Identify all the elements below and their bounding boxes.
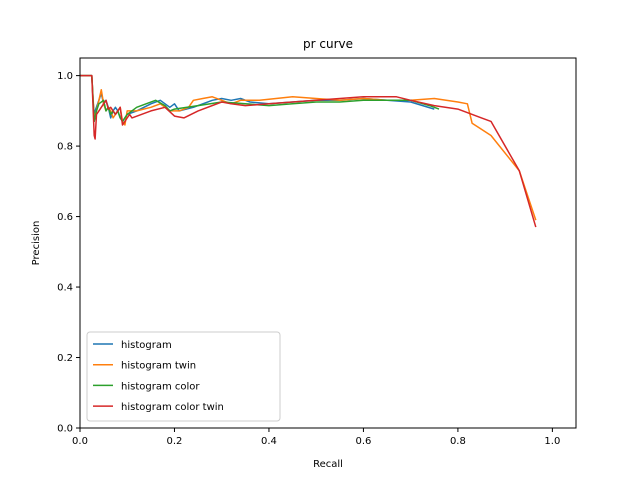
y-axis: 0.0 0.2 0.4 0.6 0.8 1.0 [57, 71, 80, 435]
series-line-3 [80, 74, 537, 228]
y-tick-label: 0.2 [57, 353, 73, 364]
x-tick-label: 0.0 [72, 436, 88, 447]
x-axis: 0.0 0.2 0.4 0.6 0.8 1.0 [72, 428, 560, 447]
x-tick-label: 0.6 [355, 436, 371, 447]
legend-label: histogram [121, 340, 172, 351]
y-tick-label: 0.6 [57, 212, 73, 223]
x-tick-label: 1.0 [544, 436, 560, 447]
legend-label: histogram twin [121, 361, 196, 372]
y-tick-label: 1.0 [57, 71, 73, 82]
series-line-2 [80, 74, 440, 123]
y-tick-label: 0.8 [57, 142, 73, 153]
y-tick-label: 0.4 [57, 283, 73, 294]
x-tick-label: 0.8 [450, 436, 466, 447]
legend-label: histogram color twin [121, 402, 224, 413]
x-tick-label: 0.2 [167, 436, 183, 447]
x-axis-label: Recall [313, 459, 343, 470]
y-axis-label: Precision [31, 221, 42, 266]
plot-frame [79, 57, 577, 429]
legend: histogram histogram twin histogram color hi… [86, 331, 281, 422]
chart-title: pr curve [303, 37, 353, 51]
legend-box [86, 331, 281, 422]
y-tick-label: 0.0 [57, 424, 73, 435]
x-tick-label: 0.4 [261, 436, 277, 447]
legend-label: histogram color [121, 381, 200, 392]
series-layer [80, 74, 537, 228]
